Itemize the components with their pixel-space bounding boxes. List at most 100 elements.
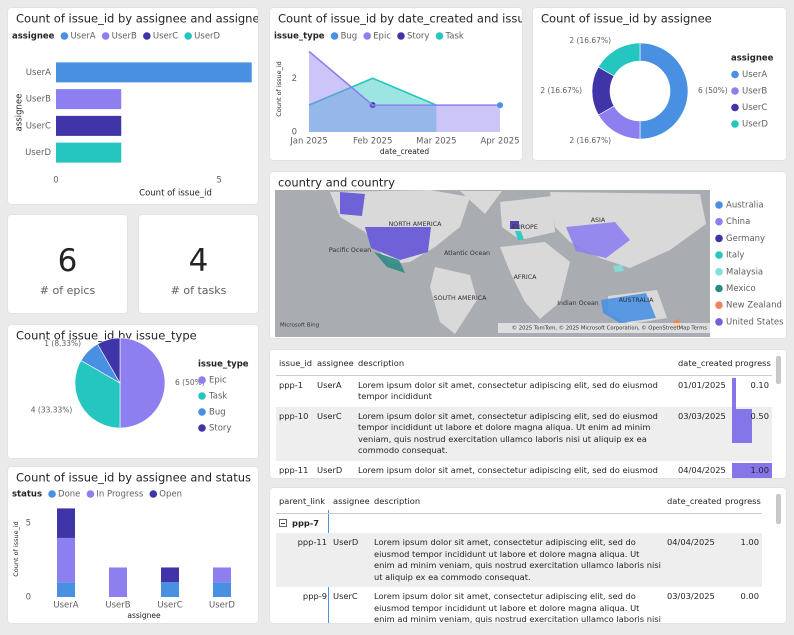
- panel: country and country Australia China Germany…: [270, 172, 786, 338]
- cell: UserC: [333, 591, 358, 601]
- column-header[interactable]: parent_link: [279, 496, 326, 506]
- map-label: Pacific Ocean: [329, 247, 371, 254]
- data-label: 2 (16.67%): [569, 136, 611, 145]
- legend-marker: [715, 201, 723, 209]
- data-bar: [732, 408, 752, 443]
- cell: Lorem ipsum dolor sit amet, consectetur …: [358, 410, 658, 456]
- progress-cell: 0.10: [732, 377, 772, 412]
- column-header[interactable]: progress: [725, 496, 761, 506]
- country: [613, 265, 624, 272]
- x-tick-label: UserA: [53, 601, 78, 611]
- cell: Lorem ipsum dolor sit amet, consectetur …: [374, 591, 661, 623]
- landmass: [460, 191, 502, 214]
- table-row: ppp-9 UserC Lorem ipsum dolor sit amet, co…: [276, 587, 762, 623]
- column-header[interactable]: date_created: [678, 358, 733, 368]
- legend-marker: [198, 424, 206, 432]
- legend-label: Australia: [726, 201, 764, 211]
- legend-label: New Zealand: [726, 301, 782, 311]
- cell: Lorem ipsum dolor sit amet, consectetur …: [358, 464, 658, 479]
- legend-marker: [715, 268, 723, 276]
- x-tick-label: UserD: [209, 601, 235, 611]
- column-header[interactable]: description: [358, 358, 405, 368]
- map-label: NORTH AMERICA: [389, 221, 443, 228]
- map-label: ASIA: [591, 217, 606, 224]
- table-row: ppp-10 UserC Lorem ipsum dolor sit amet, c…: [276, 406, 772, 461]
- attribution: © 2025 TomTom, © 2025 Microsoft Corporat…: [512, 325, 707, 332]
- map: country and country Australia China Germany…: [275, 176, 784, 337]
- group-row: ppp-7: [276, 514, 762, 534]
- card-label: # of tasks: [170, 284, 227, 297]
- legend-marker: [731, 120, 739, 128]
- legend-label: Done: [58, 490, 80, 500]
- column-header[interactable]: description: [374, 496, 421, 506]
- table-panel: issue_id assignee description date_created p…: [270, 350, 786, 478]
- card: 6 # of epics: [8, 215, 127, 313]
- chart-title: country and country: [278, 176, 395, 190]
- table-row: ppp-1 UserA Lorem ipsum dolor sit amet, co…: [276, 376, 772, 412]
- table-row: ppp-11 UserD Lorem ipsum dolor sit amet, c…: [276, 533, 762, 587]
- map-label: EUROPE: [512, 224, 538, 231]
- attribution-bg: [498, 323, 710, 333]
- cell: UserD: [333, 537, 359, 547]
- column-header[interactable]: issue_id: [279, 358, 313, 368]
- chart: Count of issue_id by issue_type 6 (50%) 4 …: [16, 329, 249, 434]
- column-header[interactable]: assignee: [317, 358, 354, 368]
- legend-label: Task: [444, 32, 463, 42]
- column-header[interactable]: assignee: [333, 496, 370, 506]
- bar-segment: [57, 537, 75, 583]
- y-axis-label: Count of issue_id: [275, 61, 283, 117]
- legend-label: UserC: [153, 32, 178, 42]
- legend-label: China: [726, 217, 750, 227]
- y-axis-label: Count of issue_id: [12, 521, 20, 577]
- chart-title: Count of issue_id by assignee: [541, 12, 712, 26]
- legend-marker: [48, 490, 56, 498]
- slice: [639, 42, 689, 140]
- cell: Lorem ipsum dolor sit amet, consectetur …: [358, 379, 658, 402]
- country: [365, 227, 431, 260]
- legend-marker: [149, 490, 158, 498]
- cell: ppp-10: [279, 410, 309, 421]
- legend-label: Malaysia: [726, 267, 763, 277]
- legend-label: United States: [726, 317, 784, 327]
- y-tick-label: UserA: [26, 68, 51, 78]
- panel: Count of issue_id by assignee and assign…: [8, 8, 258, 204]
- column-header[interactable]: date_created: [667, 496, 722, 506]
- bar-segment: [161, 567, 179, 583]
- map-label: AFRICA: [514, 274, 538, 281]
- slice: [74, 360, 121, 429]
- cell: ppp-1: [279, 379, 304, 390]
- cell: ppp-9: [302, 591, 327, 601]
- table: parent_link assignee description date_creat…: [276, 492, 762, 623]
- x-tick-label: UserB: [105, 601, 130, 611]
- progress-cell: 0.00: [722, 589, 762, 605]
- legend-marker: [330, 32, 339, 40]
- legend-label: UserC: [742, 103, 767, 113]
- legend-label: Italy: [726, 251, 744, 261]
- map-label: Indian Ocean: [557, 300, 599, 307]
- country: [340, 192, 365, 216]
- legend-label: UserB: [112, 32, 137, 42]
- bar: [56, 89, 122, 110]
- table-panel: parent_link assignee description date_creat…: [270, 488, 786, 623]
- x-axis-label: assignee: [127, 611, 161, 620]
- data-label: 2 (16.67%): [540, 86, 582, 95]
- legend-marker: [715, 234, 723, 243]
- scrollbar[interactable]: [776, 494, 781, 524]
- cell: 04/04/2025: [678, 464, 726, 475]
- legend-label: Story: [209, 424, 231, 434]
- card-value: 4: [188, 243, 209, 279]
- collapse-icon[interactable]: [279, 519, 287, 528]
- legend-label: Germany: [726, 234, 765, 244]
- legend-marker: [435, 32, 444, 40]
- legend-title: assignee: [12, 32, 55, 42]
- bar-segment: [57, 508, 75, 538]
- country: [601, 293, 656, 323]
- scrollbar[interactable]: [776, 356, 781, 384]
- bar-segment: [161, 582, 179, 597]
- legend-label: Bug: [341, 32, 358, 42]
- column-header[interactable]: progress: [735, 358, 771, 368]
- slice: [119, 337, 166, 429]
- legend-marker: [397, 32, 405, 40]
- x-axis-label: Count of issue_id: [139, 189, 212, 199]
- legend-label: Task: [208, 392, 227, 402]
